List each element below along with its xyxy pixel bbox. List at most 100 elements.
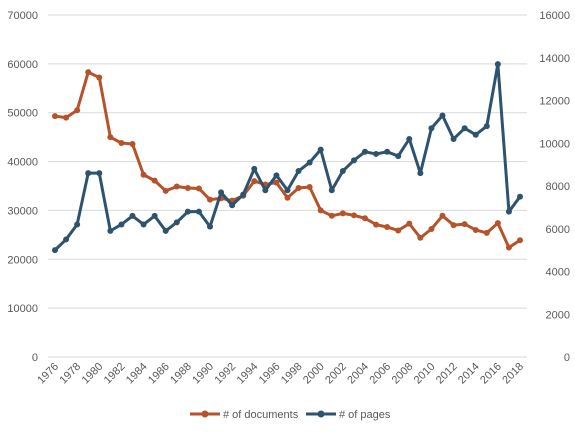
data-point xyxy=(96,170,103,177)
data-point xyxy=(450,222,457,229)
x-tick-label: 2018 xyxy=(500,361,526,387)
x-tick-label: 2008 xyxy=(390,361,416,387)
data-point xyxy=(118,221,125,228)
data-point xyxy=(517,237,523,244)
data-point xyxy=(140,171,147,178)
data-point xyxy=(483,123,490,130)
data-point xyxy=(483,229,490,236)
data-point xyxy=(317,207,324,214)
data-point xyxy=(107,227,114,234)
x-tick-label: 1986 xyxy=(146,361,172,387)
data-point xyxy=(317,146,324,153)
left-tick-label: 20000 xyxy=(7,254,38,266)
x-tick-label: 2000 xyxy=(301,361,327,387)
right-tick-label: 12000 xyxy=(539,96,570,108)
data-point xyxy=(184,208,191,215)
x-tick-label: 2012 xyxy=(434,361,460,387)
right-tick-label: 6000 xyxy=(546,224,570,236)
left-tick-label: 40000 xyxy=(7,157,38,169)
right-tick-label: 8000 xyxy=(546,181,570,193)
data-point xyxy=(472,226,479,233)
legend-label-documents: # of documents xyxy=(223,409,299,421)
series-lines xyxy=(52,61,523,254)
data-point xyxy=(406,135,413,142)
data-point xyxy=(472,131,479,138)
data-point xyxy=(461,125,468,132)
gridlines xyxy=(48,14,527,358)
data-point xyxy=(306,159,313,166)
left-tick-label: 0 xyxy=(32,352,38,364)
data-point xyxy=(173,183,180,190)
left-axis-tick-labels: 0 10000 20000 30000 40000 50000 60000 70000 xyxy=(7,10,38,364)
data-point xyxy=(85,170,92,177)
x-tick-label: 1980 xyxy=(80,361,106,387)
data-point xyxy=(328,187,335,194)
x-tick-label: 2016 xyxy=(478,361,504,387)
left-tick-label: 10000 xyxy=(7,303,38,315)
legend-marker-documents xyxy=(201,410,209,418)
data-point xyxy=(306,183,313,190)
right-tick-label: 0 xyxy=(564,352,570,364)
right-axis-tick-labels: 0 2000 4000 6000 8000 10000 12000 14000 16000 xyxy=(539,10,570,364)
data-point xyxy=(273,179,280,186)
data-point xyxy=(273,172,280,179)
data-point xyxy=(52,113,58,120)
right-tick-label: 2000 xyxy=(546,309,570,321)
data-point xyxy=(461,221,468,228)
data-point xyxy=(450,135,457,142)
data-point xyxy=(96,74,103,81)
x-axis-tick-labels: 1976197819801982198419861988199019921994… xyxy=(35,361,526,387)
data-point xyxy=(373,150,380,157)
x-tick-label: 2014 xyxy=(456,361,482,387)
data-point xyxy=(417,234,424,241)
data-point xyxy=(251,178,258,185)
data-point xyxy=(395,227,402,234)
right-tick-label: 16000 xyxy=(539,10,570,22)
data-point xyxy=(195,185,202,192)
left-tick-label: 70000 xyxy=(7,10,38,22)
data-point xyxy=(428,225,435,232)
x-tick-label: 1988 xyxy=(168,361,194,387)
legend-marker-pages xyxy=(317,410,325,418)
right-tick-label: 10000 xyxy=(539,138,570,150)
right-tick-label: 14000 xyxy=(539,53,570,65)
data-point xyxy=(184,184,191,191)
data-point xyxy=(339,168,346,175)
x-tick-label: 1990 xyxy=(190,361,216,387)
data-point xyxy=(295,168,302,175)
data-point xyxy=(384,148,391,155)
data-point xyxy=(74,107,81,114)
data-point xyxy=(195,208,202,215)
data-point xyxy=(384,224,391,231)
data-point xyxy=(140,221,147,228)
data-point xyxy=(517,193,523,200)
x-tick-label: 2006 xyxy=(367,361,393,387)
data-point xyxy=(74,221,81,228)
data-point xyxy=(151,177,158,184)
x-tick-label: 1984 xyxy=(124,361,150,387)
left-tick-label: 60000 xyxy=(7,59,38,71)
data-point xyxy=(118,140,125,147)
data-point xyxy=(362,148,368,155)
x-tick-label: 2002 xyxy=(323,361,349,387)
x-tick-label: 1982 xyxy=(102,361,128,387)
data-point xyxy=(373,221,380,228)
legend-label-pages: # of pages xyxy=(339,409,391,421)
data-point xyxy=(439,212,446,219)
x-tick-label: 1978 xyxy=(57,361,83,387)
data-point xyxy=(218,189,225,196)
data-point xyxy=(439,112,446,119)
x-tick-label: 1998 xyxy=(279,361,305,387)
x-tick-label: 1976 xyxy=(35,361,61,387)
x-tick-label: 2004 xyxy=(345,361,371,387)
data-point xyxy=(63,114,70,121)
x-tick-label: 1992 xyxy=(212,361,238,387)
data-point xyxy=(350,157,357,164)
data-point xyxy=(107,134,114,141)
data-point xyxy=(417,170,424,177)
data-point xyxy=(151,212,158,219)
data-point xyxy=(505,244,512,251)
x-tick-label: 2010 xyxy=(412,361,438,387)
data-point xyxy=(240,191,247,198)
